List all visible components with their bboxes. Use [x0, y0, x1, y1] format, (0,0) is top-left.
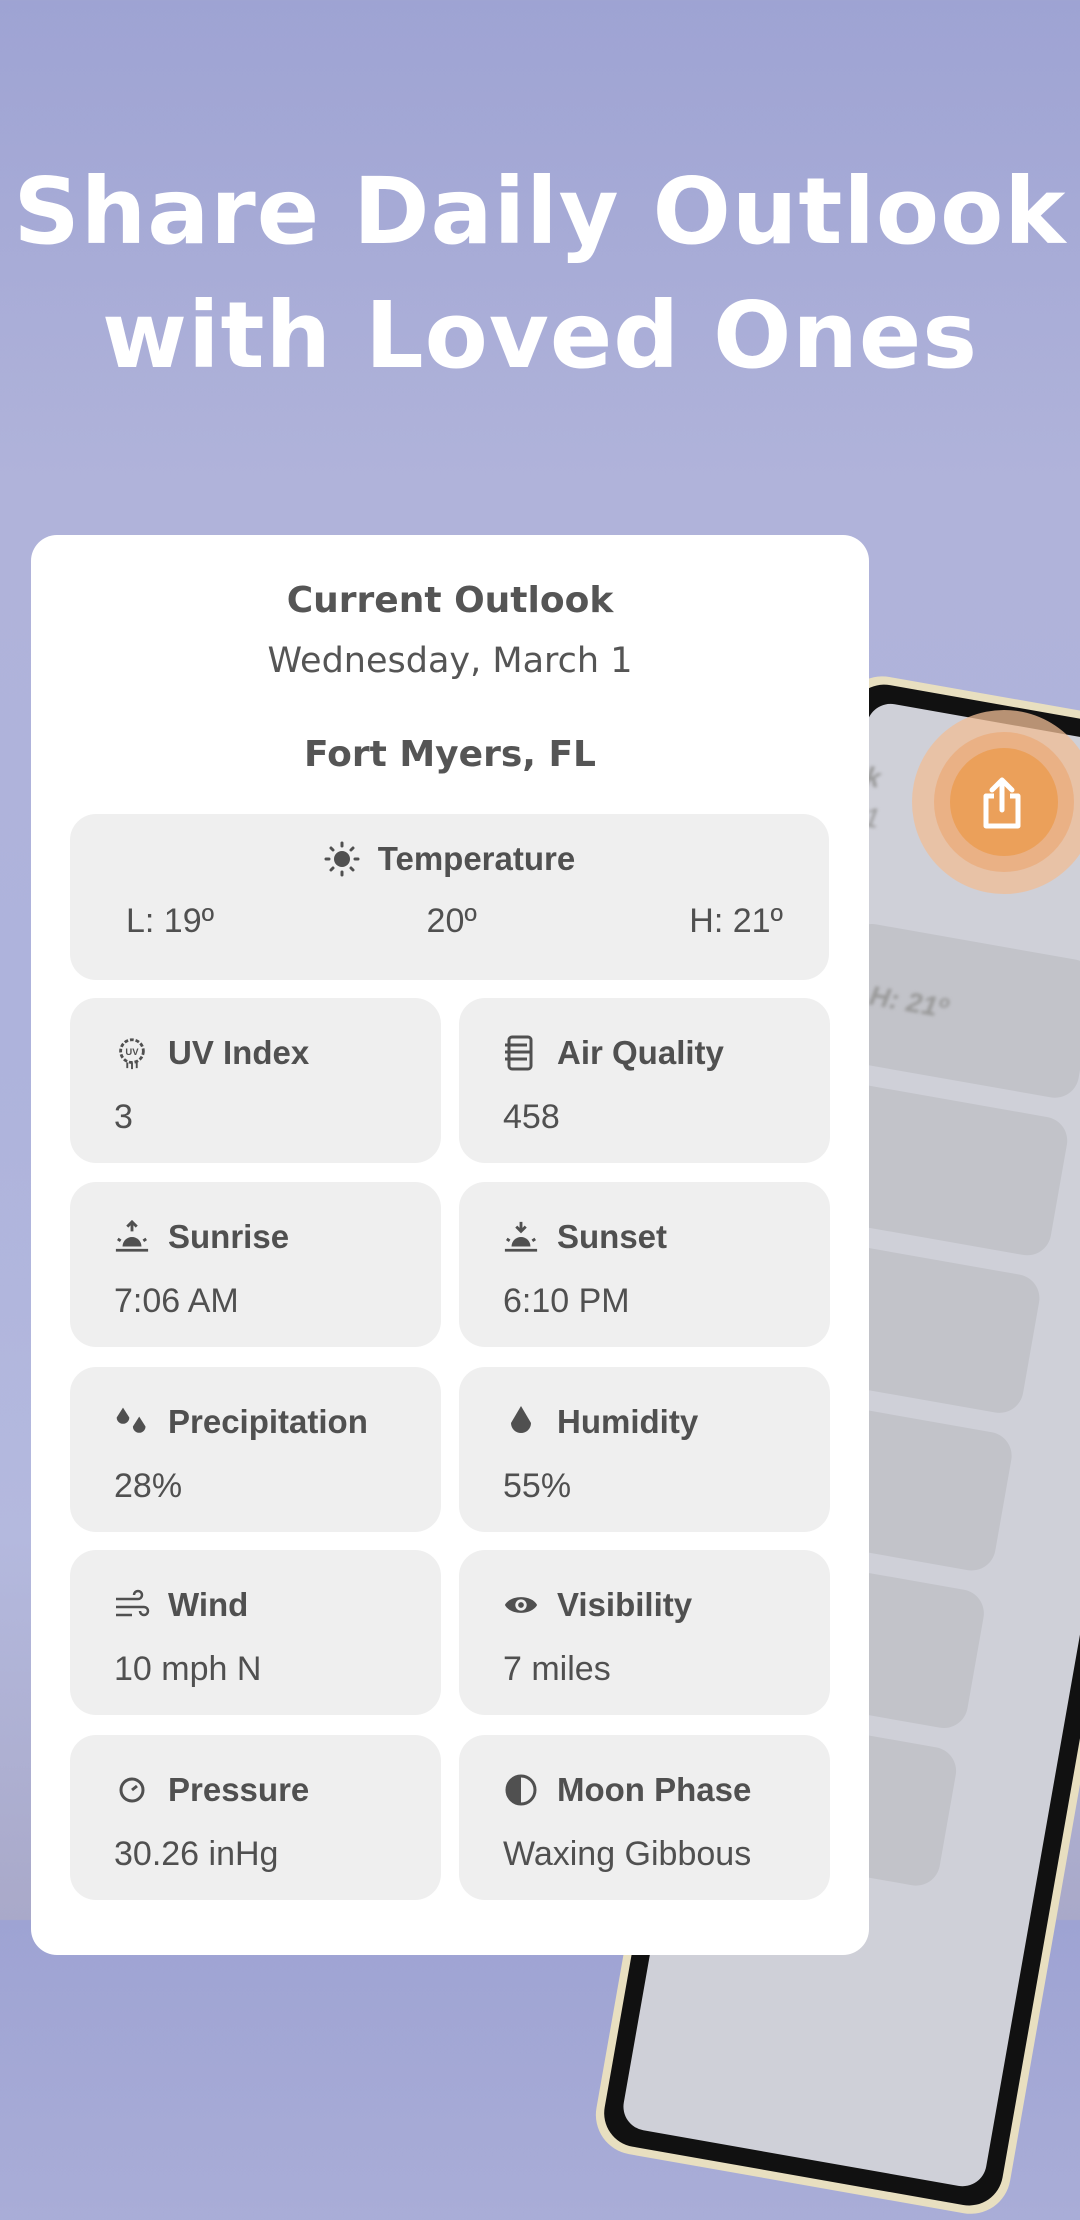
- precipitation-icon: [114, 1404, 150, 1440]
- pressure-label: Pressure: [168, 1771, 310, 1808]
- wind-tile: Wind 10 mph N: [70, 1550, 441, 1715]
- temperature-tile: Temperature L: 19º 20º H: 21º: [70, 814, 829, 980]
- temperature-low: L: 19º: [126, 902, 215, 940]
- air-quality-label: Air Quality: [557, 1034, 724, 1071]
- precipitation-label: Precipitation: [168, 1403, 368, 1440]
- sunset-value: 6:10 PM: [503, 1282, 630, 1320]
- headline-line-1: Share Daily Outlook: [13, 158, 1067, 265]
- sunrise-value: 7:06 AM: [114, 1282, 239, 1320]
- headline-line-2: with Loved Ones: [102, 282, 978, 389]
- moon-phase-tile: Moon Phase Waxing Gibbous: [459, 1735, 830, 1900]
- air-quality-tile: Air Quality 458: [459, 998, 830, 1163]
- wind-label: Wind: [168, 1586, 249, 1623]
- humidity-value: 55%: [503, 1467, 572, 1505]
- share-button[interactable]: [912, 710, 1080, 894]
- svg-text:UV: UV: [125, 1047, 139, 1058]
- temperature-current: 20º: [426, 902, 477, 940]
- card-date: Wednesday, March 1: [267, 641, 633, 681]
- eye-icon: [503, 1587, 539, 1623]
- sunrise-tile: Sunrise 7:06 AM: [70, 1182, 441, 1347]
- humidity-tile: Humidity 55%: [459, 1367, 830, 1532]
- moon-phase-value: Waxing Gibbous: [503, 1835, 752, 1873]
- wind-icon: [114, 1587, 150, 1623]
- phone-partial-high: H: 21º: [867, 979, 951, 1024]
- wind-value: 10 mph N: [114, 1650, 262, 1688]
- outlook-card: Current Outlook Wednesday, March 1 Fort …: [31, 535, 869, 1955]
- precipitation-value: 28%: [114, 1467, 183, 1505]
- sunset-icon: [503, 1219, 539, 1255]
- pressure-value: 30.26 inHg: [114, 1835, 279, 1873]
- visibility-tile: Visibility 7 miles: [459, 1550, 830, 1715]
- moon-phase-icon: [503, 1772, 539, 1808]
- uv-index-label: UV Index: [168, 1034, 310, 1071]
- sun-icon: [324, 841, 360, 877]
- visibility-value: 7 miles: [503, 1650, 611, 1688]
- precipitation-tile: Precipitation 28%: [70, 1367, 441, 1532]
- uv-index-value: 3: [114, 1098, 133, 1136]
- air-quality-icon: [503, 1035, 539, 1071]
- temperature-label: Temperature: [377, 840, 576, 877]
- humidity-icon: [503, 1404, 539, 1440]
- card-title: Current Outlook: [286, 580, 614, 621]
- share-icon: [983, 777, 1021, 829]
- sunset-label: Sunset: [557, 1218, 668, 1255]
- headline: Share Daily Outlook with Loved Ones: [0, 150, 1080, 398]
- moon-phase-label: Moon Phase: [557, 1771, 752, 1808]
- air-quality-value: 458: [503, 1098, 560, 1136]
- uv-icon: UV: [114, 1035, 150, 1071]
- visibility-label: Visibility: [557, 1586, 693, 1623]
- card-location: Fort Myers, FL: [304, 734, 596, 775]
- uv-index-tile: UV UV Index 3: [70, 998, 441, 1163]
- sunrise-label: Sunrise: [168, 1218, 290, 1255]
- temperature-high: H: 21º: [689, 902, 783, 940]
- sunrise-icon: [114, 1219, 150, 1255]
- pressure-icon: [114, 1772, 150, 1808]
- humidity-label: Humidity: [557, 1403, 699, 1440]
- pressure-tile: Pressure 30.26 inHg: [70, 1735, 441, 1900]
- sunset-tile: Sunset 6:10 PM: [459, 1182, 830, 1347]
